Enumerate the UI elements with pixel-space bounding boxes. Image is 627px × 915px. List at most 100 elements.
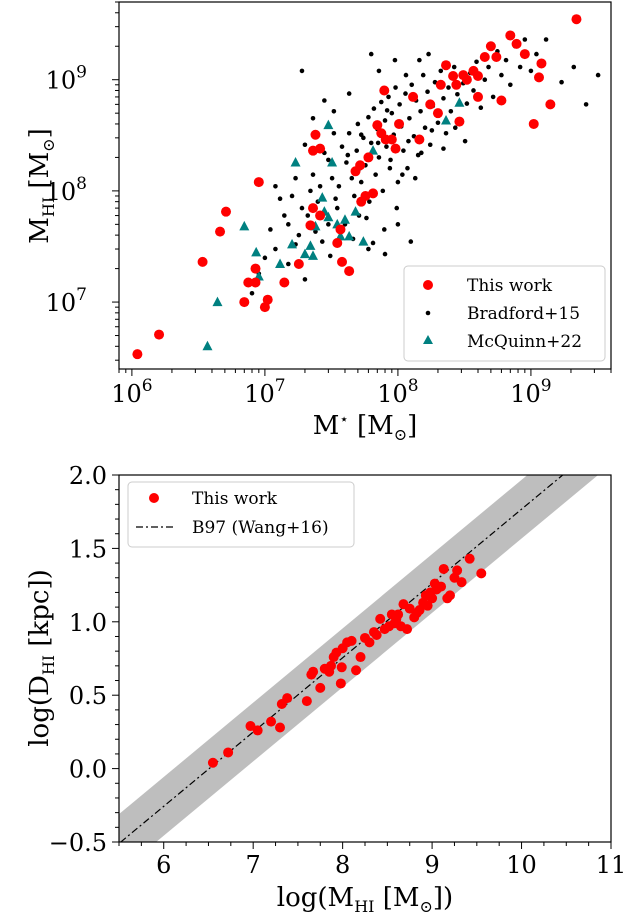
- data-point-this-work: [308, 203, 319, 214]
- data-point-mcquinn: [335, 230, 346, 241]
- y-tick-label: 0.5: [69, 682, 107, 710]
- x-tick-label: 11: [596, 851, 627, 879]
- data-point-this-work: [528, 118, 539, 129]
- data-point-this-work: [282, 693, 293, 704]
- data-point-bradford: [305, 213, 311, 218]
- top-x-axis-label: M⋆ [M⊙]: [313, 410, 418, 444]
- bottom-data-points: [207, 553, 487, 768]
- x-tick-label: 7: [246, 851, 261, 879]
- data-point-this-work: [250, 263, 261, 274]
- data-point-this-work: [326, 660, 337, 671]
- data-point-mcquinn: [299, 248, 310, 259]
- data-point-mcquinn: [344, 230, 355, 241]
- data-point-this-work: [315, 143, 326, 154]
- data-point-bradford: [268, 227, 273, 232]
- legend-label-mcquinn: McQuinn+22: [467, 332, 582, 352]
- data-point-this-work: [438, 563, 449, 574]
- data-point-mcquinn: [308, 250, 319, 260]
- x-tick-label: 8: [335, 851, 350, 879]
- data-point-this-work: [250, 277, 261, 288]
- top-y-axis-label: MHI [M⊙]: [25, 128, 58, 244]
- data-point-bradford: [452, 125, 458, 131]
- data-point-mcquinn: [368, 145, 379, 155]
- data-point-this-work: [239, 297, 250, 308]
- data-point-this-work: [454, 116, 465, 127]
- data-point-this-work: [221, 206, 232, 217]
- bottom-panel: 6 7 8 9 10 11 −0.5 0.0 0.5 1.0 1.5 2.0 log(MHI [M⊙]…: [25, 462, 627, 915]
- data-point-this-work: [390, 143, 401, 154]
- top-legend: This work Bradford+15 McQuinn+22: [403, 265, 606, 362]
- data-point-bradford: [559, 79, 564, 85]
- bottom-legend: This work B97 (Wang+16): [127, 481, 355, 548]
- data-point-bradford: [327, 253, 333, 259]
- data-point-bradford: [528, 68, 534, 74]
- data-point-bradford: [408, 239, 414, 244]
- data-point-bradford: [418, 108, 423, 114]
- data-point-bradford: [429, 128, 435, 133]
- legend-marker-bradford: [425, 310, 431, 316]
- data-point-bradford: [249, 290, 255, 296]
- data-point-bradford: [522, 37, 528, 42]
- data-point-this-work: [375, 613, 386, 624]
- y-tick-label: 107: [46, 285, 87, 317]
- data-point-this-work: [351, 665, 362, 676]
- data-point-this-work: [132, 349, 143, 360]
- data-point-this-work: [379, 85, 390, 96]
- data-point-bradford: [358, 132, 364, 138]
- data-point-bradford: [367, 199, 372, 204]
- data-point-bradford: [464, 101, 470, 106]
- legend-label-this-work-bottom: This work: [192, 489, 278, 509]
- data-point-this-work: [252, 725, 263, 736]
- data-point-bradford: [384, 108, 390, 113]
- data-point-bradford: [333, 196, 338, 202]
- data-point-mcquinn: [202, 340, 213, 351]
- data-point-bradford: [345, 152, 351, 158]
- data-point-mcquinn: [323, 119, 334, 130]
- data-point-bradford: [282, 213, 287, 218]
- data-point-this-work: [346, 635, 357, 646]
- data-point-bradford: [412, 175, 418, 181]
- data-point-bradford: [427, 142, 433, 148]
- data-point-bradford: [435, 120, 441, 126]
- data-point-this-work: [364, 637, 375, 648]
- data-point-bradford: [355, 121, 361, 127]
- data-point-this-work: [511, 38, 522, 49]
- data-point-this-work: [275, 722, 286, 733]
- data-point-this-work: [536, 58, 547, 69]
- legend-label-this-work: This work: [467, 276, 553, 296]
- data-point-bradford: [368, 140, 374, 146]
- data-point-bradford: [471, 88, 476, 93]
- data-point-mcquinn: [287, 238, 298, 249]
- data-point-this-work: [485, 41, 496, 52]
- data-point-bradford: [322, 98, 327, 103]
- data-point-this-work: [427, 593, 438, 604]
- data-point-bradford: [351, 193, 357, 199]
- data-point-bradford: [376, 155, 382, 160]
- x-tick-label: 106: [111, 376, 152, 408]
- data-point-this-work: [243, 277, 254, 288]
- data-point-this-work: [444, 590, 455, 601]
- data-point-this-work: [464, 553, 475, 564]
- data-point-bradford: [366, 114, 371, 120]
- bottom-y-axis-label: log(DHI [kpc]): [25, 569, 58, 747]
- data-point-this-work: [519, 49, 530, 60]
- data-point-bradford: [346, 91, 352, 96]
- data-point-bradford: [595, 72, 601, 78]
- data-point-this-work: [422, 600, 433, 611]
- data-point-bradford: [334, 205, 340, 211]
- data-point-this-work: [360, 190, 371, 201]
- data-point-bradford: [462, 138, 468, 144]
- data-point-this-work: [414, 134, 425, 145]
- data-point-this-work: [456, 577, 467, 588]
- data-point-bradford: [296, 232, 302, 238]
- data-point-bradford: [313, 229, 318, 234]
- data-point-this-work: [402, 624, 413, 635]
- data-point-this-work: [335, 678, 346, 689]
- data-point-this-work: [496, 95, 507, 106]
- data-point-bradford: [455, 91, 460, 97]
- legend-label-bradford: Bradford+15: [467, 304, 580, 324]
- y-tick-label: 109: [46, 63, 87, 95]
- top-axis-ticks: 106 107 108 109 107 108 109: [46, 1, 612, 408]
- data-point-bradford: [394, 205, 400, 211]
- data-point-this-work: [425, 99, 436, 110]
